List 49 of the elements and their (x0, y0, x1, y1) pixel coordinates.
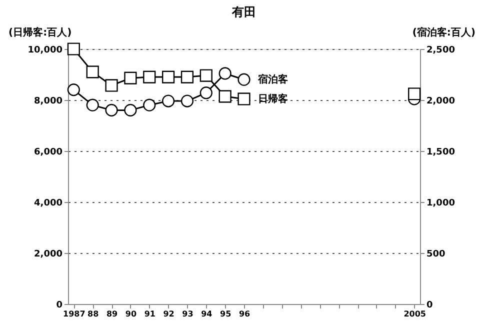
x-tick-label: 94 (201, 310, 213, 318)
x-tick-label: 89 (106, 310, 118, 318)
point (86, 66, 99, 78)
point (180, 94, 194, 108)
point (124, 72, 137, 84)
y2-tick-label: 1,500 (426, 148, 455, 158)
y2-axis-title: (宿泊客:百人) (412, 26, 476, 38)
y-tick-label: 6,000 (34, 148, 62, 158)
x-tick-label: 92 (163, 310, 174, 318)
point (162, 94, 175, 108)
y2-tick-label: 0 (426, 300, 433, 310)
y-tick-label: 10,000 (28, 46, 62, 56)
point (86, 98, 99, 112)
series-label: 日帰客 (258, 92, 288, 105)
x-tick-label: 1987 (63, 310, 86, 318)
point (143, 98, 156, 112)
y2-tick-label: 2,500 (426, 46, 455, 56)
x-tick-label: 2005 (404, 310, 426, 318)
point (67, 84, 80, 96)
y-axis-title: (日帰客:百人) (8, 26, 72, 38)
y2-tick-label: 2,000 (426, 96, 455, 106)
point (200, 69, 212, 82)
y-tick-label: 2,000 (34, 250, 62, 260)
point (238, 92, 250, 106)
y2-tick-label: 500 (426, 250, 446, 260)
y2-tick-label: 1,000 (426, 198, 455, 208)
x-tick-label: 93 (182, 310, 194, 318)
series-label: 宿泊客 (257, 74, 288, 86)
point (408, 88, 421, 100)
point (218, 90, 232, 103)
x-tick-label: 90 (125, 310, 137, 318)
point (238, 73, 250, 86)
y-tick-label: 4,000 (34, 198, 62, 208)
point (67, 42, 80, 56)
point (162, 70, 175, 84)
point (105, 79, 118, 92)
x-tick-label: 91 (144, 310, 156, 318)
point (218, 67, 232, 80)
point (105, 104, 118, 116)
point (143, 70, 156, 84)
y-tick-label: 8,000 (34, 96, 62, 106)
y-tick-label: 0 (56, 300, 62, 310)
point (200, 86, 212, 100)
chart-title: 有田 (231, 5, 256, 19)
x-tick-label: 96 (238, 310, 250, 318)
x-tick-label: 95 (220, 310, 232, 318)
x-tick-label: 88 (88, 310, 100, 318)
point (180, 70, 194, 84)
point (124, 104, 137, 116)
